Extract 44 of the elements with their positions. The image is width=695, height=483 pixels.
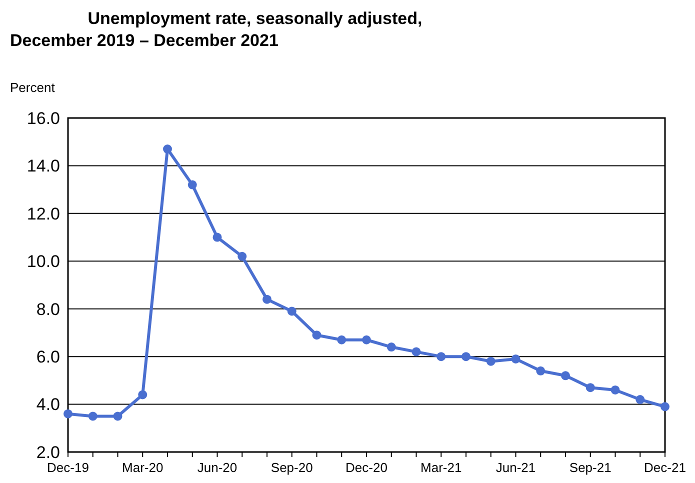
x-tick-label: Jun-21 (496, 460, 536, 475)
point (88, 412, 98, 421)
point (362, 335, 371, 344)
point (337, 335, 346, 344)
point (64, 409, 72, 418)
chart-title: Unemployment rate, seasonally adjusted, December 2019 – December 2021 (10, 9, 422, 50)
point (660, 402, 670, 412)
x-tick-label: Jun-20 (197, 460, 238, 475)
point (113, 412, 122, 421)
y-tick-label: 6.0 (36, 348, 60, 367)
point (536, 366, 546, 376)
point (436, 352, 446, 362)
x-tick-label: Sep-21 (569, 460, 612, 475)
x-tick-label: Dec-21 (644, 460, 686, 475)
y-axis-title: Percent (10, 80, 56, 95)
point (312, 330, 322, 340)
point (138, 390, 148, 400)
point (636, 395, 645, 404)
y-tick-label: 16.0 (26, 108, 60, 128)
point (486, 356, 496, 366)
point (586, 383, 595, 392)
point (610, 385, 620, 394)
y-tick-label: 14.0 (26, 156, 60, 176)
y-tick-label: 2.0 (36, 442, 60, 462)
x-tick-label: Dec-19 (47, 460, 89, 475)
x-tick-label: Sep-20 (270, 460, 313, 475)
point (262, 294, 272, 304)
point (462, 352, 470, 362)
point (412, 347, 421, 356)
x-tick-label: Dec-20 (346, 460, 388, 475)
x-tick-label: Mar-21 (420, 460, 462, 475)
point (238, 252, 247, 261)
y-tick-label: 4.0 (36, 395, 60, 414)
y-tick-label: 10.0 (26, 252, 60, 272)
point (287, 306, 296, 316)
point (212, 232, 222, 242)
x-tick-label: Mar-20 (122, 460, 164, 475)
point (163, 144, 172, 154)
y-tick-label: 12.0 (26, 204, 60, 224)
point (188, 180, 197, 190)
y-tick-label: 8.0 (36, 300, 60, 319)
point (511, 354, 520, 364)
point (561, 371, 570, 380)
point (386, 342, 396, 352)
